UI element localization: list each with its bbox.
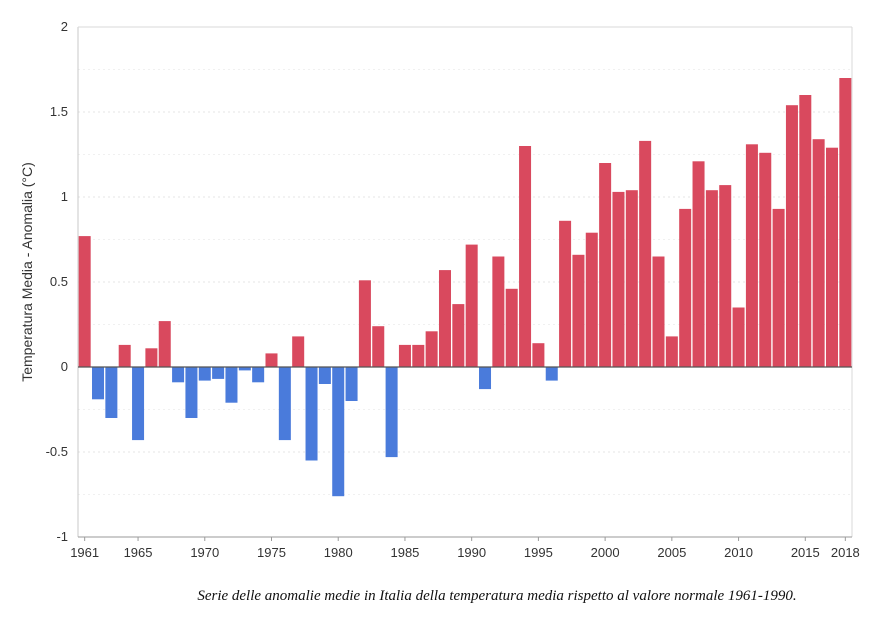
x-tick-label: 1990 [457,545,486,560]
x-tick-label: 2015 [791,545,820,560]
bar-1997 [559,220,572,367]
bar-2018 [839,78,852,367]
bar-1996 [545,367,558,381]
x-tick-label: 2000 [591,545,620,560]
grid-lines [78,69,852,495]
bar-1961 [78,236,91,367]
bar-1991 [479,367,492,390]
bar-1978 [305,367,318,461]
bar-1973 [238,367,251,371]
bar-1974 [252,367,265,383]
bars [78,78,852,497]
bar-1969 [185,367,198,418]
bar-2017 [825,147,838,367]
bar-1979 [318,367,331,384]
bar-2007 [692,161,705,367]
bar-1998 [572,254,585,367]
x-tick-label: 2010 [724,545,753,560]
bar-1975 [265,353,278,367]
bar-1990 [465,244,478,367]
bar-1972 [225,367,238,403]
bar-1995 [532,343,545,367]
bar-2011 [745,144,758,367]
bar-2005 [665,336,678,367]
bar-1963 [105,367,118,418]
x-tick-label: 1980 [324,545,353,560]
bar-2012 [759,152,772,367]
bar-1986 [412,344,425,367]
bar-2006 [679,208,692,367]
bar-1993 [505,288,518,367]
bar-1962 [92,367,105,400]
bar-2013 [772,208,785,367]
bar-1992 [492,256,505,367]
x-tick-label: 1961 [70,545,99,560]
bar-2008 [705,190,718,367]
bar-2000 [599,163,612,367]
bar-1981 [345,367,358,401]
y-tick-label: -0.5 [46,444,68,459]
bar-1976 [278,367,291,441]
bar-1984 [385,367,398,458]
x-tick-label: 1995 [524,545,553,560]
bar-1999 [585,232,598,367]
x-tick-label: 1970 [190,545,219,560]
figure-caption: Serie delle anomalie medie in Italia del… [197,588,797,604]
bar-1966 [145,348,158,367]
bar-1980 [332,367,345,497]
bar-2004 [652,256,665,367]
bar-1964 [118,344,131,367]
bar-2009 [719,185,732,367]
y-tick-labels: -1 -0.5 0 0.5 1 1.5 2 [46,19,68,544]
bar-1965 [132,367,145,441]
axes [77,26,853,538]
bar-1987 [425,331,438,367]
bar-2014 [785,105,798,367]
bar-1977 [292,336,305,367]
y-tick-label: 0.5 [50,274,68,289]
bar-1994 [519,146,532,367]
bar-1988 [438,270,451,367]
y-axis-label: Temperatura Media - Anomalia (°C) [19,162,35,382]
bar-1989 [452,304,465,367]
bar-2016 [812,139,825,367]
temperature-anomaly-chart: -1 -0.5 0 0.5 1 1.5 2 1961 1965 1970 1975 1980 1985… [19,19,860,560]
bar-2002 [625,190,638,367]
bar-2001 [612,191,625,367]
bar-1971 [212,367,225,379]
x-tick-label: 1975 [257,545,286,560]
bar-1982 [358,280,371,367]
bar-1983 [372,326,385,367]
x-tick-label: 2018 [831,545,860,560]
bar-1985 [398,344,411,367]
x-tick-label: 1985 [390,545,419,560]
y-tick-label: 0 [61,359,68,374]
bar-1968 [172,367,185,383]
x-tick-label: 2005 [657,545,686,560]
bar-1970 [198,367,211,381]
x-tick-labels: 1961 1965 1970 1975 1980 1985 1990 1995 2000 2005… [70,537,860,560]
y-tick-label: -1 [56,529,68,544]
bar-1967 [158,321,171,367]
y-tick-label: 1 [61,189,68,204]
bar-2015 [799,95,812,367]
y-tick-label: 2 [61,19,68,34]
bar-2010 [732,307,745,367]
y-tick-label: 1.5 [50,104,68,119]
bar-2003 [639,140,652,367]
x-tick-label: 1965 [124,545,153,560]
